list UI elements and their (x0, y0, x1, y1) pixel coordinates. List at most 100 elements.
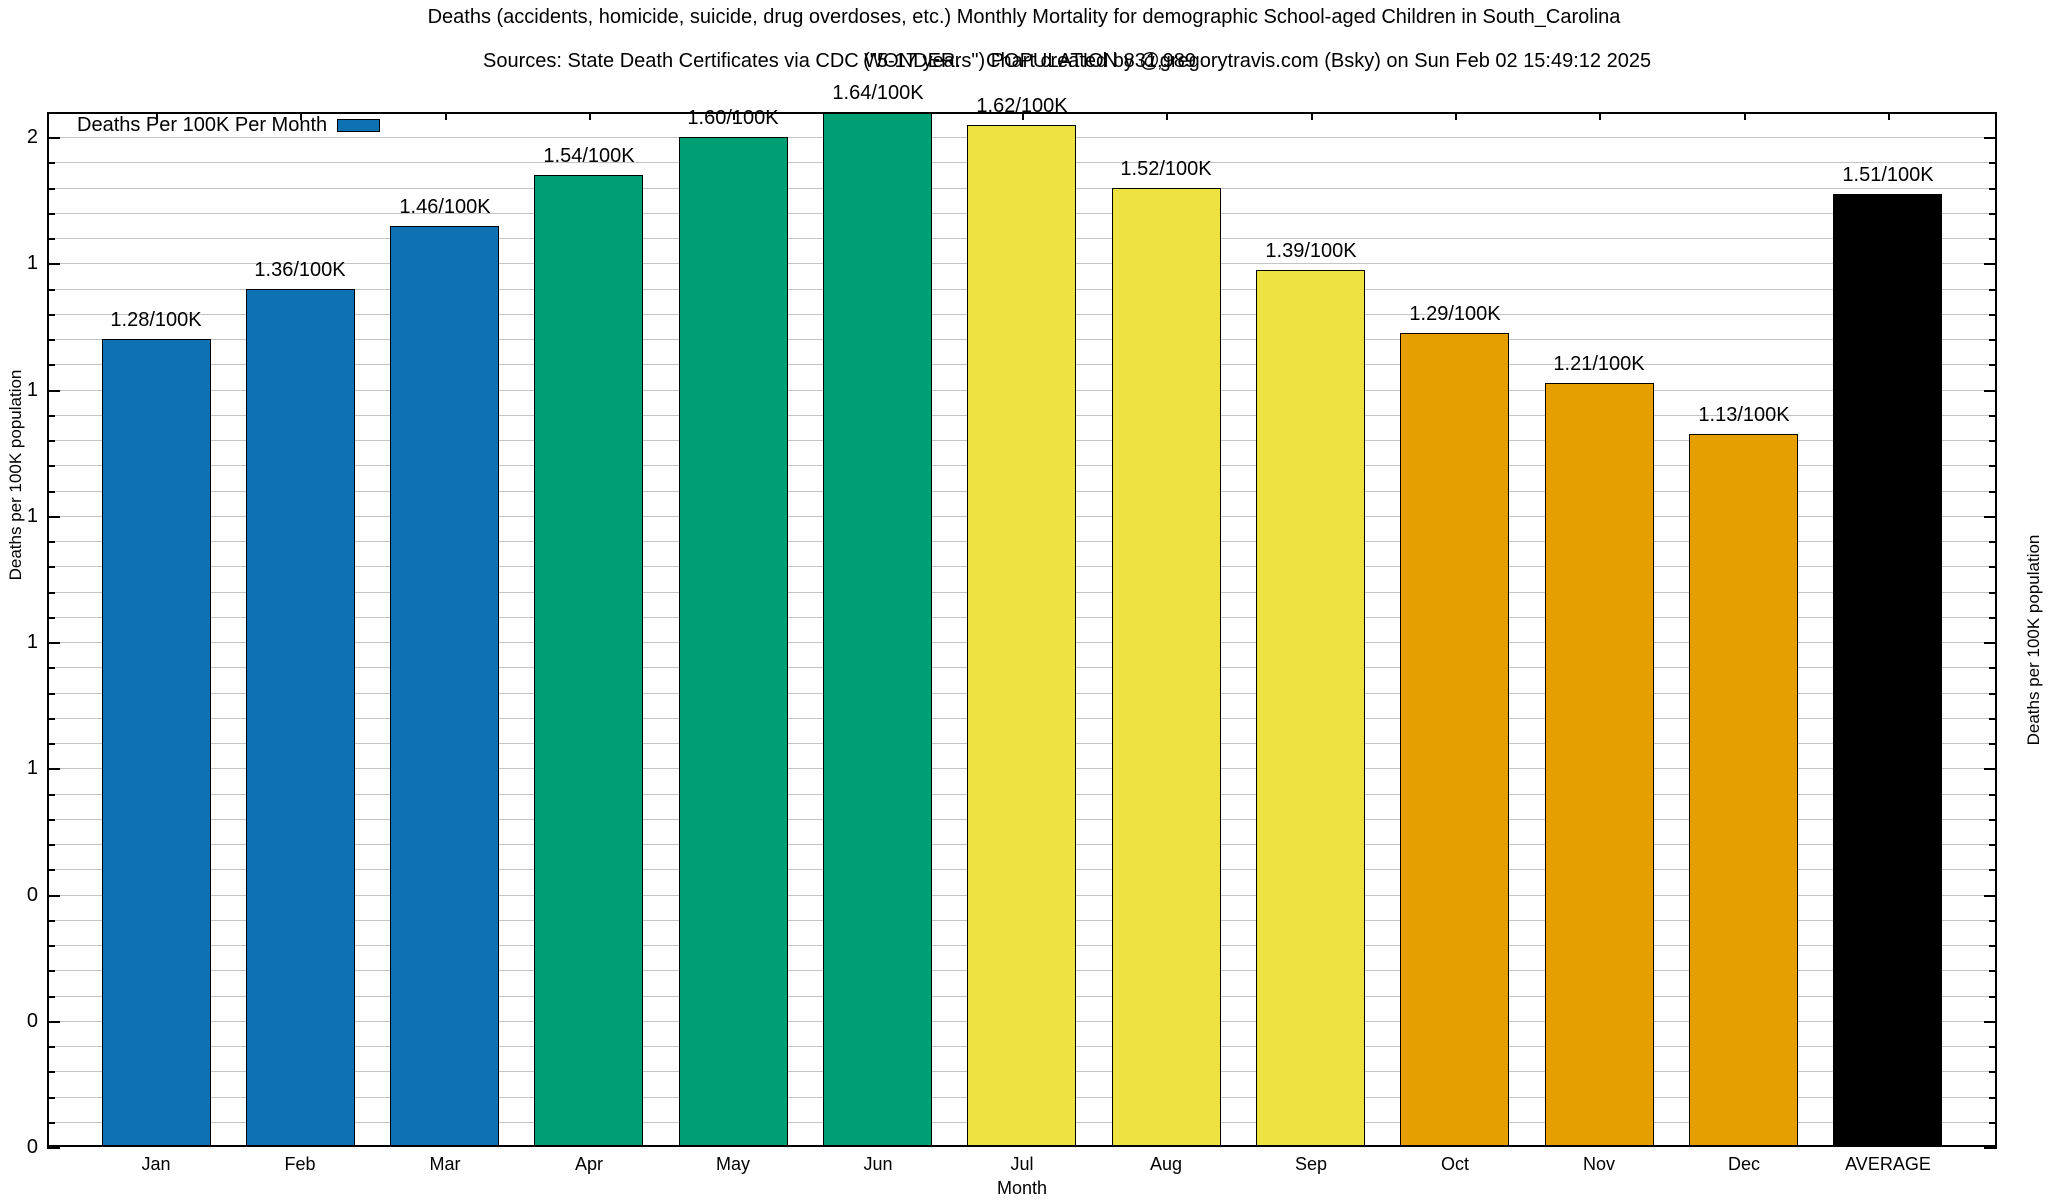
y-tick-right (1989, 743, 1997, 745)
y-tick-left (47, 794, 55, 796)
y-tick-left (47, 314, 55, 316)
y-tick-right (1989, 617, 1997, 619)
bar-value-label: 1.39/100K (1265, 240, 1357, 262)
y-tick-left (47, 895, 60, 897)
y-tick-label: 1 (26, 379, 38, 401)
y-tick-left (47, 566, 55, 568)
x-tick-label: Mar (429, 1154, 461, 1174)
y-tick-left (47, 188, 55, 190)
y-tick-right (1989, 945, 1997, 947)
bar-value-label: 1.13/100K (1698, 404, 1790, 426)
bar-value-label: 1.62/100K (976, 95, 1068, 117)
bar-apr (534, 175, 643, 1147)
x-tick-label: Apr (574, 1154, 603, 1174)
bar-average (1833, 194, 1942, 1147)
x-tick-top (733, 112, 735, 120)
y-tick-right (1984, 1021, 1997, 1023)
y-tick-left (47, 743, 55, 745)
bar-jul (967, 125, 1076, 1147)
y-tick-label: 0 (26, 1010, 38, 1032)
y-tick-left (47, 945, 55, 947)
y-tick-right (1984, 642, 1997, 644)
bar-sep (1256, 270, 1365, 1147)
title-line-2: ("5-17 years") POPULATION 831,989 (863, 50, 1196, 72)
x-tick-label: Feb (284, 1154, 316, 1174)
y-tick-left (47, 491, 55, 493)
bar-value-label: 1.36/100K (254, 259, 346, 281)
bar-value-label: 1.64/100K (832, 82, 924, 104)
y-tick-right (1989, 465, 1997, 467)
y-tick-right (1989, 566, 1997, 568)
bar-oct (1400, 333, 1509, 1147)
x-tick-label: Nov (1582, 1154, 1615, 1174)
y-tick-right (1989, 1122, 1997, 1124)
y-tick-left (47, 440, 55, 442)
y-tick-right (1989, 819, 1997, 821)
bar-value-label: 1.21/100K (1553, 353, 1645, 375)
y-tick-right (1989, 1071, 1997, 1073)
y-tick-right (1984, 768, 1997, 770)
y-tick-left (47, 844, 55, 846)
y-tick-left (47, 1097, 55, 1099)
y-tick-right (1984, 137, 1997, 139)
y-tick-left (47, 642, 60, 644)
y-tick-left (47, 541, 55, 543)
bar-nov (1545, 383, 1654, 1147)
y-tick-left (47, 1071, 55, 1073)
y-tick-right (1984, 390, 1997, 392)
y-tick-left (47, 415, 55, 417)
y-tick-right (1989, 541, 1997, 543)
y-tick-left (47, 1046, 55, 1048)
y-tick-left (47, 1147, 60, 1149)
legend-label: Deaths Per 100K Per Month (77, 114, 328, 136)
x-tick-top (1166, 112, 1168, 120)
bar-mar (390, 226, 499, 1147)
x-tick-label: Aug (1149, 1154, 1183, 1174)
y-tick-left (47, 768, 60, 770)
y-axis-title-left: Deaths per 100K population (6, 369, 25, 581)
y-tick-label: 0 (26, 1136, 38, 1158)
bar-value-label: 1.46/100K (399, 196, 491, 218)
bar-may (679, 137, 788, 1147)
bar-value-label: 1.28/100K (110, 309, 202, 331)
bar-feb (246, 289, 355, 1147)
y-tick-right (1989, 592, 1997, 594)
title-line-1: Deaths (accidents, homicide, suicide, dr… (427, 6, 1621, 28)
x-tick-top (589, 112, 591, 120)
x-tick-top (1744, 112, 1746, 120)
x-tick-top (1311, 112, 1313, 120)
y-tick-left (47, 263, 60, 265)
y-tick-right (1989, 415, 1997, 417)
y-tick-right (1989, 667, 1997, 669)
y-tick-left (47, 869, 55, 871)
bar-jan (102, 339, 211, 1147)
legend-swatch-icon (337, 119, 381, 132)
y-tick-right (1989, 1046, 1997, 1048)
x-tick-label: Dec (1727, 1154, 1760, 1174)
y-tick-right (1989, 289, 1997, 291)
y-tick-left (47, 339, 55, 341)
y-tick-left (47, 162, 55, 164)
y-tick-right (1989, 364, 1997, 366)
x-tick-label: May (715, 1154, 750, 1174)
y-tick-right (1989, 970, 1997, 972)
y-tick-label: 0 (26, 884, 38, 906)
y-tick-right (1989, 869, 1997, 871)
y-tick-left (47, 465, 55, 467)
y-tick-left (47, 996, 55, 998)
x-tick-top (1599, 112, 1601, 120)
x-tick-top (1888, 112, 1890, 120)
y-tick-left (47, 1122, 55, 1124)
y-tick-label: 1 (26, 757, 38, 779)
y-tick-left (47, 364, 55, 366)
legend: Deaths Per 100K Per Month (77, 114, 381, 137)
y-tick-left (47, 1021, 60, 1023)
bar-jun (823, 112, 932, 1147)
y-tick-right (1989, 440, 1997, 442)
y-tick-right (1989, 213, 1997, 215)
y-tick-right (1989, 920, 1997, 922)
y-tick-right (1989, 162, 1997, 164)
bar-value-label: 1.54/100K (543, 145, 635, 167)
y-tick-left (47, 592, 55, 594)
y-tick-left (47, 289, 55, 291)
